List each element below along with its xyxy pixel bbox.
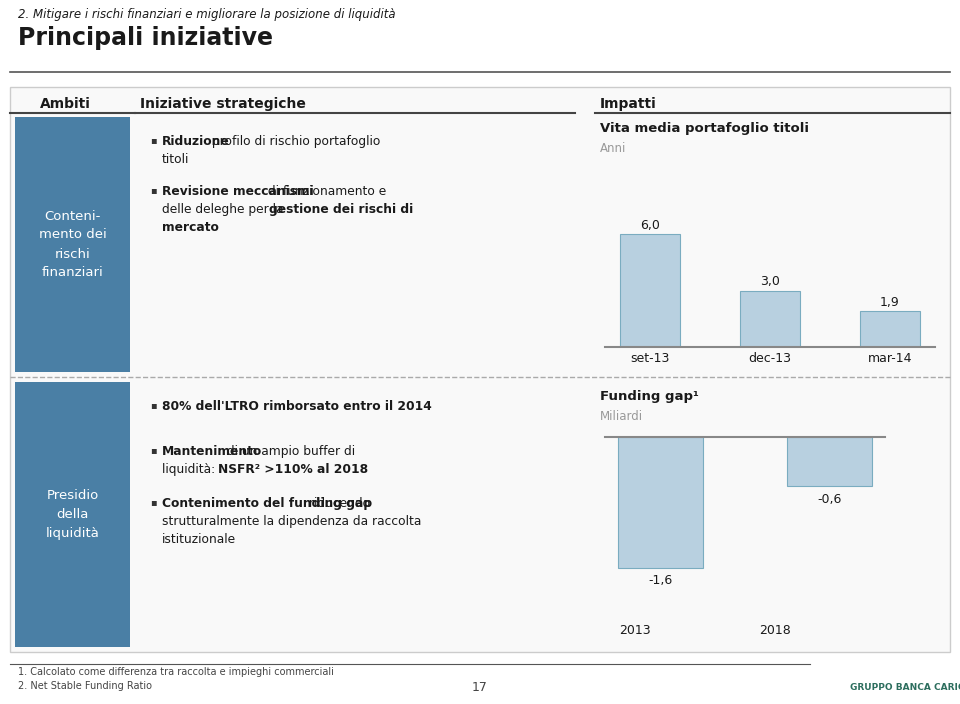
Text: Revisione meccanismi: Revisione meccanismi [162, 185, 314, 198]
Text: Ambiti: Ambiti [40, 97, 91, 111]
Bar [617, 437, 703, 568]
Text: Funding gap¹: Funding gap¹ [600, 390, 699, 403]
Text: istituzionale: istituzionale [162, 533, 236, 546]
Bar [787, 437, 873, 486]
Text: Contenimento del funding gap: Contenimento del funding gap [162, 497, 372, 510]
Text: ▪: ▪ [150, 135, 156, 145]
Text: ▪: ▪ [150, 400, 156, 410]
Bar [740, 291, 800, 347]
Text: ▪: ▪ [150, 497, 156, 507]
Text: Impatti: Impatti [600, 97, 657, 111]
Text: Anni: Anni [600, 142, 626, 155]
Text: di funzionamento e: di funzionamento e [264, 185, 386, 198]
Text: 2018: 2018 [759, 624, 791, 637]
Text: Miliardi: Miliardi [600, 410, 643, 423]
Text: -1,6: -1,6 [648, 574, 672, 587]
Text: riducendo: riducendo [305, 497, 370, 510]
Bar [10, 87, 950, 652]
Text: Vita media portafoglio titoli: Vita media portafoglio titoli [600, 122, 809, 135]
Text: 1. Calcolato come differenza tra raccolta e impieghi commerciali: 1. Calcolato come differenza tra raccolt… [18, 667, 334, 677]
Text: mercato: mercato [162, 221, 219, 234]
Text: Conteni-
mento dei
rischi
finanziari: Conteni- mento dei rischi finanziari [38, 210, 107, 279]
Text: Iniziative strategiche: Iniziative strategiche [140, 97, 306, 111]
Text: 2. Net Stable Funding Ratio: 2. Net Stable Funding Ratio [18, 681, 152, 691]
Text: Principali iniziative: Principali iniziative [18, 26, 273, 50]
Text: Mantenimento: Mantenimento [162, 445, 262, 458]
Text: GRUPPO BANCA CARIGE: GRUPPO BANCA CARIGE [850, 683, 960, 692]
Text: delle deleghe per la: delle deleghe per la [162, 203, 287, 216]
Text: 6,0: 6,0 [640, 219, 660, 232]
Text: Riduzione: Riduzione [162, 135, 229, 148]
Text: Presidio
della
liquidità: Presidio della liquidità [45, 489, 100, 540]
Text: strutturalmente la dipendenza da raccolta: strutturalmente la dipendenza da raccolt… [162, 515, 421, 528]
Bar [620, 234, 680, 347]
Text: 2. Mitigare i rischi finanziari e migliorare la posizione di liquidità: 2. Mitigare i rischi finanziari e miglio… [18, 8, 396, 21]
Text: NSFR² >110% al 2018: NSFR² >110% al 2018 [218, 463, 369, 476]
Text: 17: 17 [472, 681, 488, 694]
Bar [15, 117, 130, 372]
Text: gestione dei rischi di: gestione dei rischi di [269, 203, 414, 216]
Bar [860, 311, 920, 347]
Text: 2013: 2013 [619, 624, 651, 637]
Text: ▪: ▪ [150, 445, 156, 455]
Text: 1,9: 1,9 [880, 296, 900, 309]
Bar [15, 382, 130, 647]
Text: ▪: ▪ [150, 185, 156, 195]
Text: 80% dell'LTRO rimborsato entro il 2014: 80% dell'LTRO rimborsato entro il 2014 [162, 400, 432, 413]
Text: di un ampio buffer di: di un ampio buffer di [224, 445, 355, 458]
Text: -0,6: -0,6 [818, 493, 842, 505]
Text: titoli: titoli [162, 153, 189, 166]
Text: profilo di rischio portafoglio: profilo di rischio portafoglio [208, 135, 380, 148]
Text: 3,0: 3,0 [760, 275, 780, 288]
Text: liquidità:: liquidità: [162, 463, 219, 476]
